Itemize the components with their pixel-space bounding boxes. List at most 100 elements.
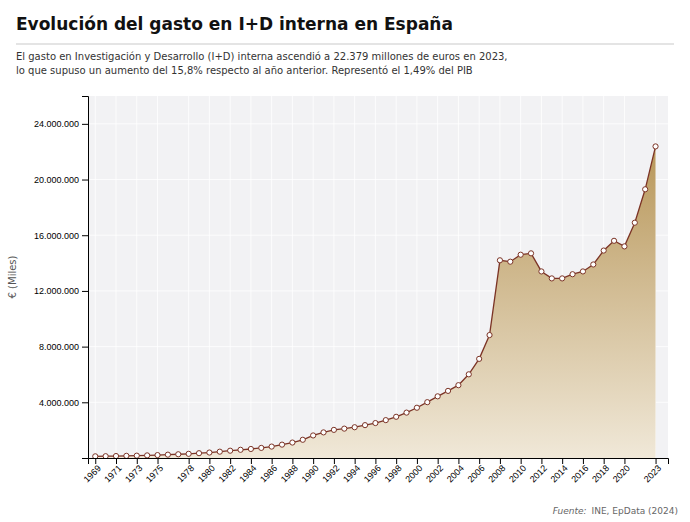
x-tick-label: 1992 [320, 463, 341, 484]
marker [653, 144, 658, 149]
marker [622, 244, 627, 249]
grid-line-x [416, 96, 417, 458]
plot: 1969197119731975197819801982198419861988… [34, 96, 669, 484]
y-tick-mark [82, 124, 88, 125]
marker [549, 276, 554, 281]
marker [279, 442, 284, 447]
marker [93, 454, 98, 458]
x-tick: 1969 [82, 458, 103, 484]
separator [16, 44, 674, 45]
x-tick-label: 2004 [445, 463, 466, 484]
y-axis-title: € (Miles) [7, 255, 18, 298]
x-tick-label: 1980 [196, 463, 217, 484]
marker [373, 420, 378, 425]
marker [342, 426, 347, 431]
y-tick: 8.000.000 [39, 342, 88, 352]
source-label: Fuente: [553, 506, 587, 516]
marker [435, 394, 440, 399]
marker [113, 453, 118, 458]
x-tick-label: 1994 [341, 463, 362, 484]
y-tick-label: 4.000.000 [39, 398, 79, 408]
x-tick-label: 2023 [642, 463, 663, 484]
grid-line-x [292, 96, 293, 458]
x-tick: 2002 [424, 458, 445, 484]
marker [269, 444, 274, 449]
x-tick: 1971 [102, 458, 123, 484]
marker [165, 452, 170, 457]
marker [508, 259, 513, 264]
marker [487, 332, 492, 337]
y-tick-label: 20.000.000 [34, 175, 79, 185]
marker [601, 248, 606, 253]
subtitle: lo que supuso un aumento del 15,8% respe… [16, 65, 473, 76]
area [95, 146, 655, 458]
x-tick: 2012 [528, 458, 549, 484]
x-tick-label: 1973 [123, 463, 144, 484]
grid-line-y [88, 123, 668, 124]
source: Fuente:INE, EpData (2024) [553, 506, 678, 516]
marker [134, 453, 139, 458]
marker [466, 372, 471, 377]
x-tick-label: 2020 [611, 463, 632, 484]
y-tick: 4.000.000 [39, 398, 88, 408]
y-tick-mark [82, 402, 88, 403]
y-tick-label: 12.000.000 [34, 286, 79, 296]
chart: Evolución del gasto en I+D interna en Es… [0, 0, 690, 522]
grid-line-x [136, 96, 137, 458]
subtitle: El gasto en Investigación y Desarrollo (… [16, 51, 508, 62]
marker [477, 356, 482, 361]
x-tick-label: 2012 [528, 463, 549, 484]
marker [186, 451, 191, 456]
grid-line-x [188, 96, 189, 458]
marker [456, 383, 461, 388]
y-axis: 4.000.0008.000.00012.000.00016.000.00020… [34, 97, 89, 459]
marker [539, 269, 544, 274]
plot-background [88, 96, 668, 458]
y-tick-mark [82, 291, 88, 292]
y-tick: 24.000.000 [34, 119, 88, 129]
x-tick-label: 2006 [466, 463, 487, 484]
x-tick-label: 2002 [424, 463, 445, 484]
x-tick-label: 1971 [102, 463, 123, 484]
x-axis: 1969197119731975197819801982198419861988… [82, 458, 669, 484]
grid-line-y [88, 179, 668, 180]
marker [570, 272, 575, 277]
marker [591, 262, 596, 267]
marker [207, 450, 212, 455]
marker [176, 452, 181, 457]
marker [311, 433, 316, 438]
marker [321, 430, 326, 435]
x-tick: 2023 [642, 458, 663, 484]
grid-line-x [230, 96, 231, 458]
marker [404, 410, 409, 415]
grid-line-x [396, 96, 397, 458]
x-tick: 1984 [237, 458, 258, 484]
grid-line-y [88, 235, 668, 236]
marker [497, 258, 502, 263]
x-tick: 1990 [300, 458, 321, 484]
x-tick: 2008 [486, 458, 507, 484]
marker [259, 445, 264, 450]
grid [88, 96, 668, 458]
x-tick-label: 1969 [82, 463, 103, 484]
marker [300, 437, 305, 442]
x-tick: 1996 [362, 458, 383, 484]
y-tick: 20.000.000 [34, 175, 88, 185]
marker [560, 276, 565, 281]
marker [331, 427, 336, 432]
x-tick: 1992 [320, 458, 341, 484]
x-tick-label: 1998 [383, 463, 404, 484]
marker [124, 453, 129, 458]
line [95, 146, 655, 456]
x-tick-label: 1978 [175, 463, 196, 484]
x-tick-label: 1990 [300, 463, 321, 484]
x-tick-label: 1986 [258, 463, 279, 484]
title: Evolución del gasto en I+D interna en Es… [16, 14, 453, 34]
grid-line-x [209, 96, 210, 458]
x-axis-line [89, 459, 669, 465]
y-tick-mark [82, 347, 88, 348]
x-tick-label: 2000 [403, 463, 424, 484]
x-tick: 1988 [279, 458, 300, 484]
y-axis-line [82, 97, 89, 459]
grid-line-x [157, 96, 158, 458]
